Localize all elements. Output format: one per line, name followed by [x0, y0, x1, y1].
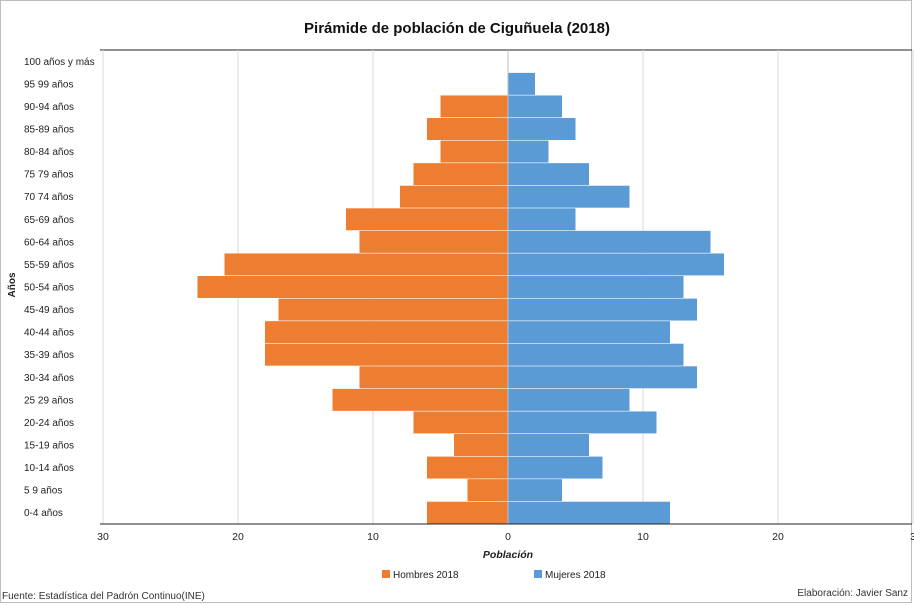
bar-women	[508, 456, 603, 479]
bar-women	[508, 230, 711, 253]
bar-men	[400, 185, 508, 208]
category-label: 15-19 años	[24, 441, 74, 452]
bar-women	[508, 163, 589, 186]
category-label: 80-84 años	[24, 147, 74, 158]
category-label: 85-89 años	[24, 125, 74, 136]
bar-women	[508, 208, 576, 231]
bar-women	[508, 366, 697, 389]
category-label: 20-24 años	[24, 418, 74, 429]
bar-men	[454, 434, 508, 456]
bar-men	[440, 95, 508, 118]
category-label: 75 79 años	[24, 170, 74, 181]
bar-men	[197, 276, 508, 298]
category-label: 55-59 años	[24, 260, 74, 271]
category-label: 25 29 años	[24, 395, 74, 406]
bar-men	[440, 140, 508, 163]
category-label: 0-4 años	[24, 508, 63, 519]
category-label: 70 74 años	[24, 192, 74, 203]
bar-men	[359, 230, 508, 253]
bar-women	[508, 95, 562, 118]
x-tick-label: 3	[910, 531, 914, 543]
category-label: 50-54 años	[24, 283, 74, 294]
bar-men	[278, 298, 508, 321]
chart-title: Pirámide de población de Ciguñuela (2018…	[304, 20, 610, 37]
category-label: 35-39 años	[24, 350, 74, 361]
bar-women	[508, 140, 549, 163]
x-tick-label: 10	[367, 531, 379, 543]
bar-women	[508, 479, 562, 502]
x-tick-label: 10	[637, 531, 649, 543]
bar-men	[427, 501, 508, 524]
x-tick-label: 0	[505, 531, 511, 543]
x-axis-title: Población	[483, 549, 533, 561]
category-label: 45-49 años	[24, 305, 74, 316]
bar-women	[508, 434, 589, 456]
category-label: 65-69 años	[24, 215, 74, 226]
x-tick-label: 20	[232, 531, 244, 543]
x-tick-label: 30	[97, 531, 109, 543]
bar-women	[508, 118, 576, 140]
bar-men	[224, 253, 508, 276]
bar-men	[346, 208, 508, 231]
source-note: Fuente: Estadística del Padrón Continuo(…	[2, 591, 205, 602]
x-tick-label: 20	[772, 531, 784, 543]
category-label: 100 años y más	[24, 57, 95, 68]
bar-women	[508, 185, 630, 208]
bar-women	[508, 343, 684, 366]
bar-men	[265, 321, 508, 344]
bar-men	[427, 456, 508, 479]
bar-men	[265, 343, 508, 366]
bar-women	[508, 501, 670, 524]
category-label: 40-44 años	[24, 328, 74, 339]
legend-label-women: Mujeres 2018	[545, 570, 606, 581]
legend-swatch-women	[534, 570, 542, 578]
bar-women	[508, 72, 535, 95]
bar-men	[413, 411, 508, 434]
category-label: 10-14 años	[24, 463, 74, 474]
bar-women	[508, 298, 697, 321]
bar-men	[332, 388, 508, 411]
category-label: 30-34 años	[24, 373, 74, 384]
bar-women	[508, 411, 657, 434]
author-note: Elaboración: Javier Sanz	[797, 588, 908, 599]
legend-label-men: Hombres 2018	[393, 570, 459, 581]
bar-women	[508, 253, 724, 276]
bar-men	[413, 163, 508, 186]
bar-women	[508, 388, 630, 411]
category-label: 90-94 años	[24, 102, 74, 113]
legend-swatch-men	[382, 570, 390, 578]
category-label: 95 99 años	[24, 79, 74, 90]
bar-men	[359, 366, 508, 389]
category-label: 60-64 años	[24, 237, 74, 248]
bar-men	[427, 118, 508, 140]
bar-women	[508, 276, 684, 298]
bar-men	[467, 479, 508, 502]
y-axis-title: Años	[7, 272, 18, 297]
bar-women	[508, 321, 670, 344]
category-label: 5 9 años	[24, 486, 62, 497]
